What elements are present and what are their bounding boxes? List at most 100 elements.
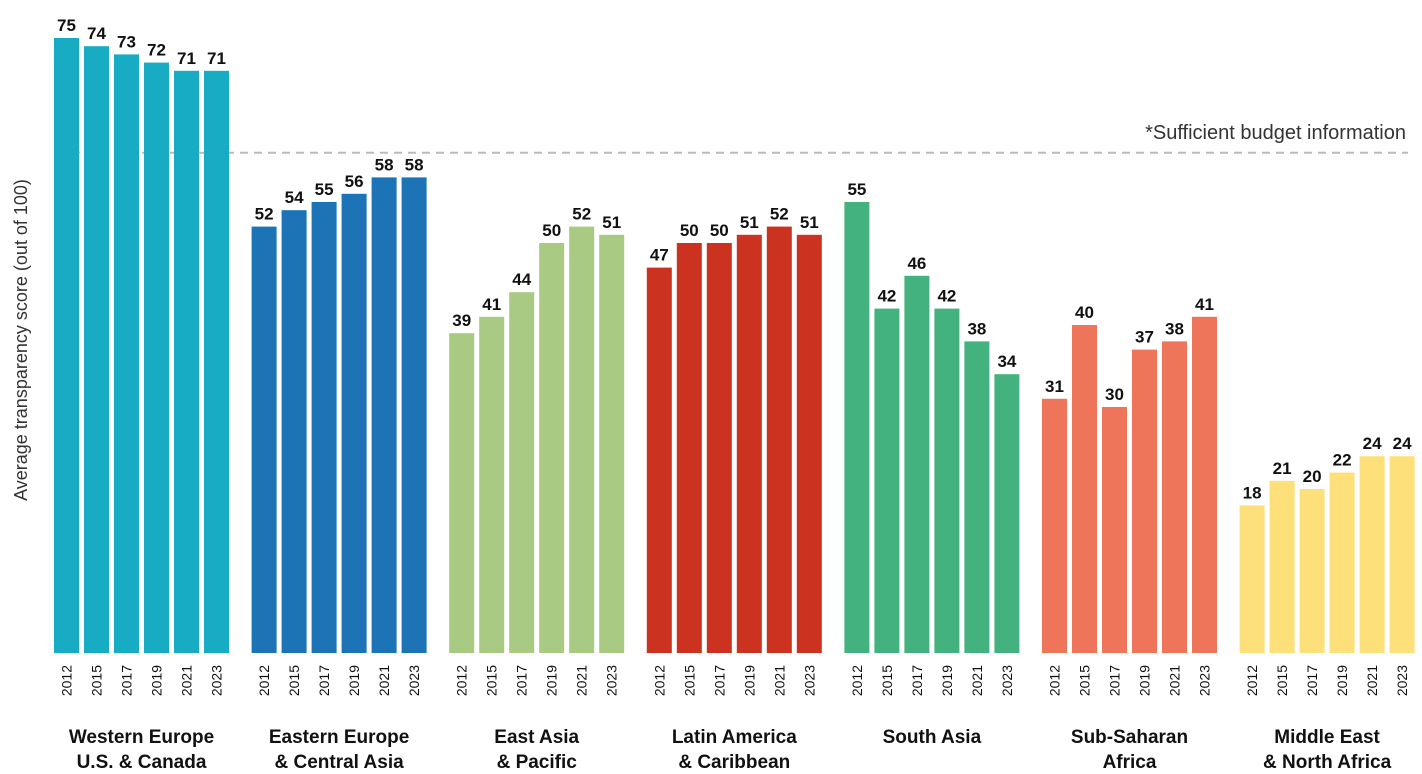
bar-value-label: 71 bbox=[207, 49, 226, 68]
x-tick-label: 2015 bbox=[879, 665, 895, 696]
x-tick-label: 2017 bbox=[909, 665, 925, 696]
bar-value-label: 55 bbox=[315, 180, 334, 199]
x-tick-label: 2012 bbox=[651, 665, 667, 696]
bar-1-2017 bbox=[311, 202, 337, 653]
bar-value-label: 51 bbox=[602, 213, 621, 232]
bar-value-label: 46 bbox=[907, 254, 926, 273]
bar-value-label: 52 bbox=[572, 205, 591, 224]
x-tick-label: 2023 bbox=[1394, 665, 1410, 696]
bar-1-2015 bbox=[281, 210, 307, 653]
x-tick-label: 2019 bbox=[149, 665, 165, 696]
x-tick-label: 2012 bbox=[1244, 665, 1260, 696]
bar-value-label: 54 bbox=[285, 188, 304, 207]
bar-2-2017 bbox=[509, 292, 535, 653]
x-tick-label: 2023 bbox=[604, 665, 620, 696]
bar-value-label: 50 bbox=[542, 221, 561, 240]
bar-0-2021 bbox=[174, 70, 199, 654]
x-tick-label: 2017 bbox=[1304, 665, 1320, 696]
bar-value-label: 58 bbox=[405, 155, 424, 174]
region-label: Middle East bbox=[1274, 727, 1380, 748]
x-tick-label: 2023 bbox=[801, 665, 817, 696]
bar-1-2019 bbox=[341, 193, 367, 654]
bar-value-label: 56 bbox=[345, 172, 364, 191]
bar-3-2012 bbox=[646, 267, 672, 653]
bar-value-label: 34 bbox=[997, 352, 1016, 371]
bar-2-2021 bbox=[569, 226, 595, 653]
x-tick-label: 2021 bbox=[771, 665, 787, 696]
bar-5-2023 bbox=[1192, 316, 1217, 653]
x-tick-label: 2023 bbox=[999, 665, 1015, 696]
x-tick-label: 2015 bbox=[484, 665, 500, 696]
bars-group: 752012742015732017722019712021712023West… bbox=[54, 16, 1415, 773]
x-tick-label: 2015 bbox=[1274, 665, 1290, 696]
x-tick-label: 2012 bbox=[59, 665, 75, 696]
bar-value-label: 73 bbox=[117, 32, 136, 51]
bar-value-label: 41 bbox=[1195, 295, 1214, 314]
bar-value-label: 71 bbox=[177, 49, 196, 68]
bar-value-label: 74 bbox=[87, 24, 106, 43]
x-tick-label: 2012 bbox=[256, 665, 272, 696]
x-tick-label: 2015 bbox=[89, 665, 105, 696]
bar-value-label: 37 bbox=[1135, 328, 1154, 347]
bar-2-2012 bbox=[449, 333, 475, 653]
x-tick-label: 2015 bbox=[681, 665, 697, 696]
bar-1-2021 bbox=[371, 177, 397, 653]
bar-value-label: 31 bbox=[1045, 377, 1064, 396]
bar-2-2019 bbox=[539, 243, 565, 653]
bar-2-2015 bbox=[479, 316, 505, 653]
x-tick-label: 2012 bbox=[849, 665, 865, 696]
region-label: Eastern Europe bbox=[269, 727, 409, 748]
bar-3-2017 bbox=[706, 243, 732, 653]
bar-value-label: 44 bbox=[512, 270, 531, 289]
bar-3-2015 bbox=[676, 243, 702, 653]
x-tick-label: 2019 bbox=[1334, 665, 1350, 696]
bar-value-label: 55 bbox=[847, 180, 866, 199]
bar-2-2023 bbox=[599, 234, 625, 654]
region-label: South Asia bbox=[883, 727, 982, 748]
x-tick-label: 2023 bbox=[1197, 665, 1213, 696]
bar-3-2021 bbox=[766, 226, 792, 653]
bar-4-2021 bbox=[964, 341, 990, 653]
region-label: Sub-Saharan bbox=[1071, 727, 1188, 748]
bar-0-2015 bbox=[84, 46, 109, 653]
bar-value-label: 51 bbox=[800, 213, 819, 232]
bar-6-2023 bbox=[1389, 456, 1415, 653]
bar-value-label: 24 bbox=[1393, 434, 1412, 453]
bar-5-2015 bbox=[1072, 325, 1097, 653]
region-label: & Caribbean bbox=[678, 752, 790, 773]
bar-value-label: 39 bbox=[452, 311, 471, 330]
bar-value-label: 41 bbox=[482, 295, 501, 314]
bar-4-2017 bbox=[904, 275, 930, 653]
region-label: & North Africa bbox=[1263, 752, 1392, 773]
bar-6-2015 bbox=[1269, 480, 1295, 653]
bar-4-2012 bbox=[844, 202, 870, 653]
bar-value-label: 42 bbox=[937, 287, 956, 306]
x-tick-label: 2015 bbox=[1077, 665, 1093, 696]
region-label: Latin America bbox=[672, 727, 797, 748]
bar-value-label: 30 bbox=[1105, 385, 1124, 404]
x-tick-label: 2017 bbox=[316, 665, 332, 696]
bar-value-label: 40 bbox=[1075, 303, 1094, 322]
threshold-label: *Sufficient budget information bbox=[1145, 122, 1406, 144]
bar-value-label: 38 bbox=[967, 319, 986, 338]
bar-value-label: 42 bbox=[877, 287, 896, 306]
x-tick-label: 2023 bbox=[209, 665, 225, 696]
bar-1-2012 bbox=[251, 226, 277, 653]
bar-0-2019 bbox=[144, 62, 169, 654]
x-tick-label: 2019 bbox=[741, 665, 757, 696]
bar-value-label: 50 bbox=[710, 221, 729, 240]
bar-5-2017 bbox=[1102, 407, 1127, 653]
x-tick-label: 2015 bbox=[286, 665, 302, 696]
x-tick-label: 2019 bbox=[939, 665, 955, 696]
bar-value-label: 21 bbox=[1273, 459, 1292, 478]
bar-value-label: 18 bbox=[1243, 483, 1262, 502]
x-tick-label: 2021 bbox=[969, 665, 985, 696]
bar-value-label: 50 bbox=[680, 221, 699, 240]
bar-value-label: 22 bbox=[1333, 451, 1352, 470]
bar-value-label: 47 bbox=[650, 246, 669, 265]
bar-value-label: 20 bbox=[1303, 467, 1322, 486]
x-tick-label: 2021 bbox=[1167, 665, 1183, 696]
region-label: U.S. & Canada bbox=[77, 752, 207, 773]
region-label: Africa bbox=[1103, 752, 1157, 773]
x-tick-label: 2012 bbox=[454, 665, 470, 696]
